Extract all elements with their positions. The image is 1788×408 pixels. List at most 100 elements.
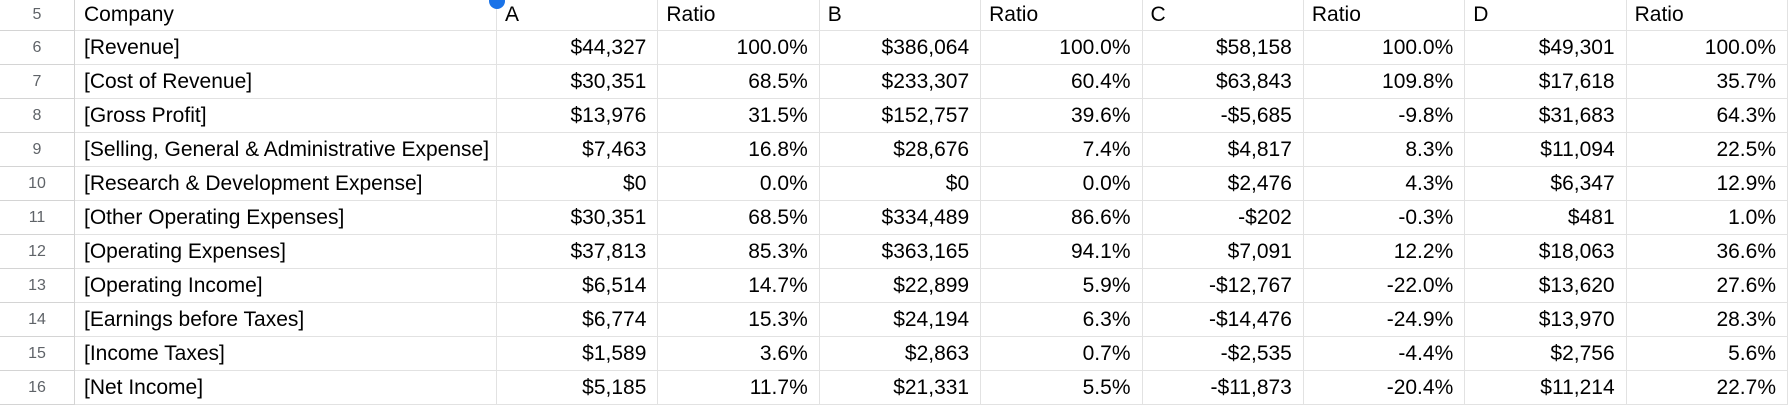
cell-value[interactable]: $0 — [497, 167, 659, 201]
cell-value[interactable]: 6.3% — [981, 303, 1143, 337]
cell-value[interactable]: 4.3% — [1303, 167, 1466, 201]
cell-value[interactable]: 36.6% — [1626, 235, 1788, 269]
cell-value[interactable]: 0.7% — [981, 337, 1143, 371]
cell-value[interactable]: 109.8% — [1303, 65, 1466, 99]
cell-value[interactable]: 11.7% — [658, 371, 820, 405]
cell-value[interactable]: 5.5% — [981, 371, 1143, 405]
cell-value[interactable]: $2,476 — [1142, 167, 1304, 201]
cell-value[interactable]: 1.0% — [1626, 201, 1788, 235]
cell-value[interactable]: $334,489 — [819, 201, 982, 235]
row-number-header[interactable]: 5 — [0, 0, 75, 31]
cell-row-label[interactable]: [Operating Income] — [75, 269, 497, 303]
cell-value[interactable]: $17,618 — [1465, 65, 1627, 99]
cell-value[interactable]: $5,185 — [497, 371, 659, 405]
cell-row-label[interactable]: [Cost of Revenue] — [75, 65, 497, 99]
cell-value[interactable]: 100.0% — [658, 31, 820, 65]
cell-value[interactable]: 94.1% — [981, 235, 1143, 269]
column-header-ratio-c[interactable]: Ratio — [1303, 0, 1466, 31]
cell-value[interactable]: -22.0% — [1303, 269, 1466, 303]
cell-value[interactable]: $6,347 — [1465, 167, 1627, 201]
cell-value[interactable]: $363,165 — [819, 235, 982, 269]
row-number[interactable]: 13 — [0, 269, 75, 303]
cell-value[interactable]: -$12,767 — [1142, 269, 1304, 303]
cell-value[interactable]: $37,813 — [497, 235, 659, 269]
cell-value[interactable]: $6,514 — [497, 269, 659, 303]
cell-value[interactable]: 12.2% — [1303, 235, 1466, 269]
cell-row-label[interactable]: [Revenue] — [75, 31, 497, 65]
column-header-ratio-b[interactable]: Ratio — [981, 0, 1143, 31]
cell-value[interactable]: $30,351 — [497, 65, 659, 99]
cell-value[interactable]: 28.3% — [1626, 303, 1788, 337]
cell-value[interactable]: $7,091 — [1142, 235, 1304, 269]
row-number[interactable]: 6 — [0, 31, 75, 65]
cell-value[interactable]: $2,863 — [819, 337, 982, 371]
cell-value[interactable]: 39.6% — [981, 99, 1143, 133]
cell-value[interactable]: -0.3% — [1303, 201, 1466, 235]
column-header-company[interactable]: Company — [75, 0, 497, 31]
cell-value[interactable]: $31,683 — [1465, 99, 1627, 133]
cell-value[interactable]: $152,757 — [819, 99, 982, 133]
row-number[interactable]: 10 — [0, 167, 75, 201]
cell-value[interactable]: 8.3% — [1303, 133, 1466, 167]
row-number[interactable]: 11 — [0, 201, 75, 235]
cell-value[interactable]: $58,158 — [1142, 31, 1304, 65]
cell-value[interactable]: $24,194 — [819, 303, 982, 337]
cell-row-label[interactable]: [Income Taxes] — [75, 337, 497, 371]
cell-value[interactable]: 12.9% — [1626, 167, 1788, 201]
cell-row-label[interactable]: [Selling, General & Administrative Expen… — [75, 133, 497, 167]
cell-row-label[interactable]: [Net Income] — [75, 371, 497, 405]
cell-value[interactable]: -$5,685 — [1142, 99, 1304, 133]
row-number[interactable]: 9 — [0, 133, 75, 167]
cell-value[interactable]: 22.7% — [1626, 371, 1788, 405]
cell-value[interactable]: 100.0% — [1303, 31, 1466, 65]
cell-value[interactable]: -9.8% — [1303, 99, 1466, 133]
column-header-b[interactable]: B — [819, 0, 982, 31]
cell-value[interactable]: 68.5% — [658, 201, 820, 235]
row-number[interactable]: 15 — [0, 337, 75, 371]
cell-row-label[interactable]: [Gross Profit] — [75, 99, 497, 133]
row-number[interactable]: 14 — [0, 303, 75, 337]
cell-value[interactable]: $22,899 — [819, 269, 982, 303]
cell-value[interactable]: 68.5% — [658, 65, 820, 99]
cell-value[interactable]: 16.8% — [658, 133, 820, 167]
cell-value[interactable]: 64.3% — [1626, 99, 1788, 133]
cell-value[interactable]: 27.6% — [1626, 269, 1788, 303]
cell-value[interactable]: $0 — [819, 167, 982, 201]
cell-value[interactable]: 7.4% — [981, 133, 1143, 167]
column-header-a[interactable]: A — [497, 0, 659, 31]
cell-value[interactable]: $481 — [1465, 201, 1627, 235]
cell-value[interactable]: 0.0% — [981, 167, 1143, 201]
cell-value[interactable]: 22.5% — [1626, 133, 1788, 167]
column-header-d[interactable]: D — [1465, 0, 1627, 31]
cell-value[interactable]: 35.7% — [1626, 65, 1788, 99]
cell-value[interactable]: $49,301 — [1465, 31, 1627, 65]
cell-value[interactable]: $30,351 — [497, 201, 659, 235]
cell-row-label[interactable]: [Earnings before Taxes] — [75, 303, 497, 337]
column-header-ratio-d[interactable]: Ratio — [1626, 0, 1788, 31]
cell-value[interactable]: -4.4% — [1303, 337, 1466, 371]
cell-value[interactable]: 14.7% — [658, 269, 820, 303]
cell-value[interactable]: $21,331 — [819, 371, 982, 405]
cell-value[interactable]: $7,463 — [497, 133, 659, 167]
cell-value[interactable]: -24.9% — [1303, 303, 1466, 337]
cell-value[interactable]: 31.5% — [658, 99, 820, 133]
cell-value[interactable]: 100.0% — [981, 31, 1143, 65]
cell-value[interactable]: 100.0% — [1626, 31, 1788, 65]
row-number[interactable]: 7 — [0, 65, 75, 99]
cell-value[interactable]: $11,094 — [1465, 133, 1627, 167]
row-number[interactable]: 12 — [0, 235, 75, 269]
cell-value[interactable]: $2,756 — [1465, 337, 1627, 371]
column-header-c[interactable]: C — [1142, 0, 1304, 31]
row-number[interactable]: 8 — [0, 99, 75, 133]
cell-value[interactable]: $6,774 — [497, 303, 659, 337]
cell-value[interactable]: 0.0% — [658, 167, 820, 201]
cell-row-label[interactable]: [Research & Development Expense] — [75, 167, 497, 201]
cell-value[interactable]: $13,970 — [1465, 303, 1627, 337]
cell-value[interactable]: 86.6% — [981, 201, 1143, 235]
cell-value[interactable]: 15.3% — [658, 303, 820, 337]
cell-value[interactable]: 5.9% — [981, 269, 1143, 303]
cell-value[interactable]: -$2,535 — [1142, 337, 1304, 371]
cell-value[interactable]: -$11,873 — [1142, 371, 1304, 405]
cell-row-label[interactable]: [Other Operating Expenses] — [75, 201, 497, 235]
cell-value[interactable]: $44,327 — [497, 31, 659, 65]
